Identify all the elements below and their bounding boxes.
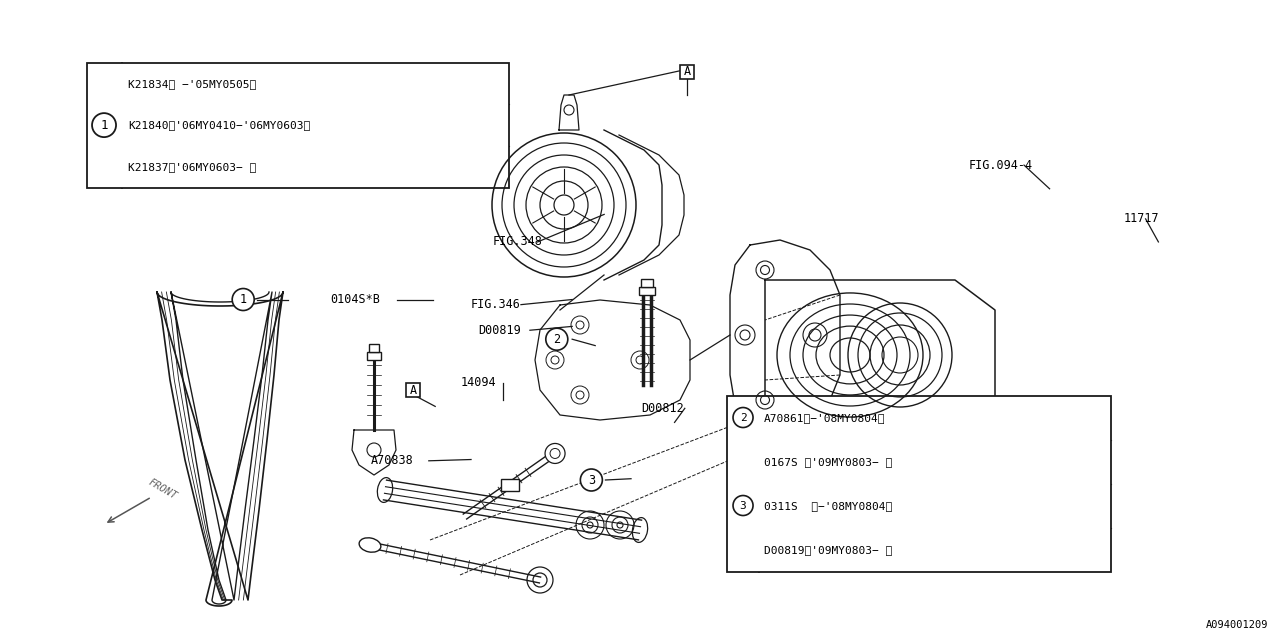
- Bar: [407, 383, 420, 397]
- Text: 3: 3: [588, 474, 595, 486]
- Text: D00819＜'09MY0803− ＞: D00819＜'09MY0803− ＞: [764, 545, 892, 554]
- Bar: [639, 287, 655, 295]
- Bar: [87, 63, 509, 188]
- Bar: [500, 479, 518, 491]
- Text: FIG.094-4: FIG.094-4: [969, 159, 1033, 172]
- Circle shape: [545, 328, 568, 350]
- Bar: [727, 396, 1111, 572]
- Text: A70861＜−'08MY0804＞: A70861＜−'08MY0804＞: [764, 413, 886, 422]
- Bar: [641, 279, 653, 287]
- Text: A094001209: A094001209: [1206, 620, 1268, 630]
- Text: FIG.346: FIG.346: [471, 298, 521, 311]
- Text: 2: 2: [740, 413, 746, 422]
- Text: FIG.348: FIG.348: [493, 236, 543, 248]
- Text: A: A: [684, 65, 691, 78]
- Text: 14094: 14094: [461, 376, 497, 389]
- Text: 3: 3: [740, 500, 746, 511]
- Circle shape: [580, 469, 603, 491]
- Text: 0104S*B: 0104S*B: [330, 293, 380, 306]
- Circle shape: [92, 113, 116, 137]
- Circle shape: [733, 408, 753, 428]
- Circle shape: [232, 289, 255, 310]
- Text: 0167S ＜'09MY0803− ＞: 0167S ＜'09MY0803− ＞: [764, 456, 892, 467]
- Text: D00812: D00812: [641, 402, 684, 415]
- Text: A: A: [410, 384, 417, 397]
- Text: A70838: A70838: [371, 454, 413, 467]
- Bar: [681, 65, 694, 79]
- Text: K21837＜'06MY0603− ＞: K21837＜'06MY0603− ＞: [128, 162, 256, 172]
- Circle shape: [733, 495, 753, 516]
- Bar: [369, 344, 379, 352]
- Circle shape: [545, 444, 564, 463]
- Text: 0311S  ＜−'08MY0804＞: 0311S ＜−'08MY0804＞: [764, 500, 892, 511]
- Text: 1: 1: [239, 293, 247, 306]
- Text: 2: 2: [553, 333, 561, 346]
- Text: K21840＜'06MY0410−'06MY0603＞: K21840＜'06MY0410−'06MY0603＞: [128, 120, 310, 130]
- Ellipse shape: [360, 538, 381, 552]
- Text: FRONT: FRONT: [146, 477, 178, 501]
- Circle shape: [564, 105, 573, 115]
- Text: K21834＜ −'05MY0505＞: K21834＜ −'05MY0505＞: [128, 79, 256, 88]
- Text: D00819: D00819: [479, 324, 521, 337]
- Text: 11717: 11717: [1124, 212, 1160, 225]
- Text: 1: 1: [100, 118, 108, 132]
- Bar: [367, 352, 381, 360]
